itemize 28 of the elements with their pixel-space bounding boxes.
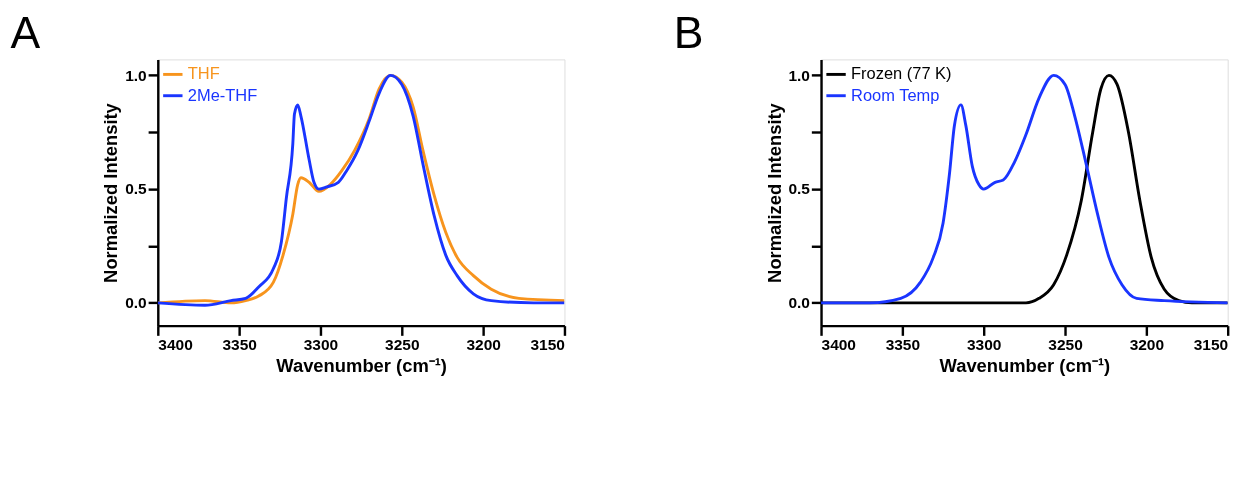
y-axis-title: Normalized Intensity bbox=[763, 102, 785, 283]
x-tick-label: 3300 bbox=[966, 336, 1002, 354]
y-tick-label: 0.5 bbox=[125, 180, 148, 198]
x-tick-label: 3400 bbox=[821, 336, 856, 354]
x-tick-label: 3200 bbox=[1129, 336, 1165, 354]
legend-label: 2Me-THF bbox=[187, 85, 258, 104]
x-tick-label: 3300 bbox=[303, 336, 339, 354]
legend-label: Frozen (77 K) bbox=[851, 64, 952, 83]
x-tick-label: 3250 bbox=[1048, 336, 1083, 354]
y-tick-label: 1.0 bbox=[788, 66, 810, 84]
y-tick-label: 1.0 bbox=[125, 66, 147, 84]
x-axis-title: Wavenumber (cm⁻¹) bbox=[939, 354, 1111, 376]
legend-label: Room Temp bbox=[851, 85, 940, 104]
legend-label: THF bbox=[187, 64, 220, 83]
y-tick-label: 0.0 bbox=[788, 294, 810, 312]
x-tick-label: 3350 bbox=[222, 336, 257, 354]
x-tick-label: 3350 bbox=[885, 336, 921, 354]
x-tick-label: 3400 bbox=[158, 336, 193, 354]
y-axis-title: Normalized Intensity bbox=[100, 102, 122, 283]
x-tick-label: 3150 bbox=[1193, 336, 1229, 354]
y-tick-label: 0.5 bbox=[788, 180, 811, 198]
y-tick-label: 0.0 bbox=[125, 294, 147, 312]
x-axis-title: Wavenumber (cm⁻¹) bbox=[276, 354, 447, 376]
chart-title: A bbox=[10, 7, 41, 57]
x-tick-label: 3250 bbox=[385, 336, 420, 354]
x-tick-label: 3150 bbox=[530, 336, 565, 354]
chart-title: B bbox=[673, 7, 704, 57]
x-tick-label: 3200 bbox=[466, 336, 501, 354]
